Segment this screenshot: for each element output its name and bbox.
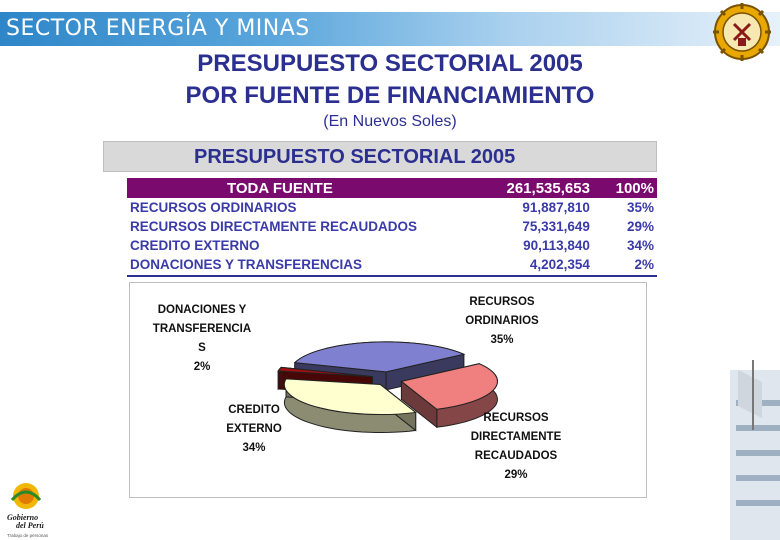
table-cell-amount: 261,535,653 [486, 178, 593, 198]
page-subtitle: (En Nuevos Soles) [323, 113, 457, 130]
table-cell-amount: 4,202,354 [529, 257, 590, 272]
pie-slice-3 [277, 366, 373, 378]
pie-slice-2 [283, 378, 417, 416]
pie-chart-panel: DONACIONES Y TRANSFERENCIA S 2% RECURSOS… [129, 282, 647, 498]
label-donaciones-line1: DONACIONES Y [157, 304, 247, 316]
section-banner: PRESUPUESTO SECTORIAL 2005 [103, 141, 657, 172]
label-directamente-line1: RECURSOS [483, 412, 549, 424]
building-photo [722, 330, 780, 540]
label-donaciones: DONACIONES Y TRANSFERENCIA S 2% [144, 301, 260, 377]
label-directamente-line3: RECAUDADOS [474, 450, 558, 462]
table-row: RECURSOS ORDINARIOS 91,887,810 35% [127, 198, 657, 217]
table-row: CREDITO EXTERNO 90,113,840 34% [127, 236, 657, 255]
table-cell-amount: 90,113,840 [523, 238, 590, 253]
table-cell-percent: 35% [626, 200, 654, 215]
table-bottom-rule [127, 275, 657, 277]
ministry-emblem [713, 3, 771, 61]
banner-title: PRESUPUESTO SECTORIAL 2005 [194, 146, 516, 168]
table-row: DONACIONES Y TRANSFERENCIAS 4,202,354 2% [127, 255, 657, 274]
page-title-line2: POR FUENTE DE FINANCIAMIENTO [185, 82, 595, 109]
logo-text-gobierno: Gobierno [7, 513, 38, 522]
table-cell-percent: 2% [634, 257, 654, 272]
table-row-total: TODA FUENTE 261,535,653 100% [127, 178, 657, 198]
table-cell-label: TODA FUENTE [127, 178, 487, 198]
table-cell-percent: 34% [626, 238, 654, 253]
table-cell-amount: 91,887,810 [522, 200, 590, 215]
table-cell-label: RECURSOS DIRECTAMENTE RECAUDADOS [130, 219, 418, 234]
pie-slice-1 [400, 363, 498, 410]
logo-text-peru: del Perú [16, 521, 44, 530]
label-credito-line2: EXTERNO [226, 423, 282, 435]
label-donaciones-pct: 2% [193, 361, 211, 373]
budget-table: TODA FUENTE 261,535,653 100% RECURSOS OR… [127, 178, 657, 274]
label-ordinarios-line2: ORDINARIOS [465, 315, 539, 327]
label-credito-line1: CREDITO [228, 404, 280, 416]
header-bar: SECTOR ENERGÍA Y MINAS [0, 12, 780, 46]
table-cell-label: DONACIONES Y TRANSFERENCIAS [130, 257, 363, 272]
label-ordinarios: RECURSOS ORDINARIOS 35% [452, 293, 552, 350]
table-cell-amount: 75,331,649 [522, 219, 590, 234]
label-directamente-line2: DIRECTAMENTE [470, 431, 562, 443]
pie-slice-0 [293, 341, 466, 373]
table-cell-label: RECURSOS ORDINARIOS [130, 200, 297, 215]
pie-chart [277, 341, 498, 433]
gobierno-peru-logo: Gobierno del Perú Trabajo de personas [7, 483, 49, 538]
label-ordinarios-pct: 35% [490, 334, 514, 346]
label-directamente-pct: 29% [504, 469, 528, 481]
table-cell-label: CREDITO EXTERNO [130, 238, 260, 253]
label-ordinarios-line1: RECURSOS [469, 296, 535, 308]
label-credito: CREDITO EXTERNO 34% [214, 401, 294, 458]
label-directamente: RECURSOS DIRECTAMENTE RECAUDADOS 29% [462, 409, 570, 485]
label-credito-pct: 34% [242, 442, 266, 454]
logo-tagline: Trabajo de personas [7, 533, 49, 538]
table-cell-percent: 29% [626, 219, 654, 234]
sector-title: SECTOR ENERGÍA Y MINAS [6, 16, 310, 41]
table-cell-percent: 100% [592, 178, 657, 198]
table-row: RECURSOS DIRECTAMENTE RECAUDADOS 75,331,… [127, 217, 657, 236]
label-donaciones-line3: S [198, 342, 206, 354]
page-title-line1: PRESUPUESTO SECTORIAL 2005 [197, 50, 583, 77]
label-donaciones-line2: TRANSFERENCIA [152, 323, 252, 335]
